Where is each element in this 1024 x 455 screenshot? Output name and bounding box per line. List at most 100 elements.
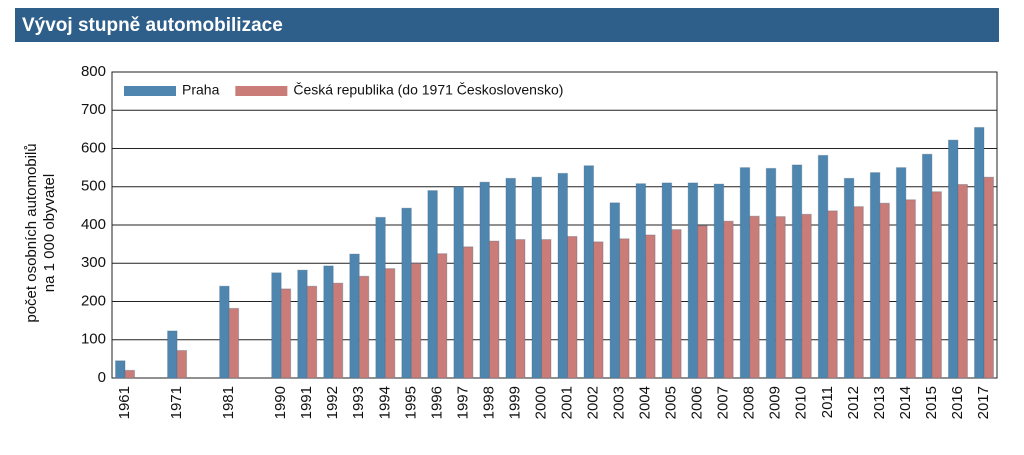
- bar: [540, 239, 552, 379]
- x-tick-label: 1997: [454, 386, 471, 419]
- bar: [297, 269, 308, 379]
- x-tick-label: 1992: [324, 386, 341, 419]
- bar: [697, 225, 708, 379]
- bar: [306, 285, 318, 379]
- bar: [557, 172, 569, 379]
- x-tick-label: 2000: [532, 386, 549, 419]
- bar: [124, 369, 136, 379]
- bar: [749, 215, 760, 379]
- bar: [645, 234, 656, 379]
- bar: [531, 176, 542, 379]
- bar: [905, 199, 916, 379]
- bar: [228, 307, 240, 379]
- bar: [271, 272, 282, 379]
- bar: [375, 216, 386, 379]
- bar: [514, 239, 526, 379]
- x-tick-label: 2016: [949, 386, 966, 419]
- bar: [176, 349, 188, 379]
- x-tick-label: 2017: [975, 386, 992, 419]
- y-tick-label: 200: [81, 292, 106, 309]
- y-axis-label: počet osobních automobilů: [23, 143, 40, 322]
- bar: [931, 191, 942, 379]
- y-tick-label: 300: [81, 254, 106, 271]
- bar: [349, 253, 360, 379]
- x-tick-label: 1999: [506, 386, 523, 419]
- legend-swatch: [235, 86, 288, 96]
- bar: [801, 213, 812, 379]
- bar: [827, 210, 838, 379]
- x-tick-label: 2010: [793, 386, 810, 419]
- bar: [219, 285, 230, 379]
- x-tick-label: 2004: [637, 386, 654, 419]
- x-tick-label: 1994: [376, 386, 393, 419]
- bar: [401, 207, 412, 379]
- x-tick-label: 2008: [741, 386, 758, 419]
- x-tick-label: 1993: [350, 386, 367, 419]
- bar: [436, 253, 448, 379]
- bar: [723, 220, 734, 379]
- x-tick-label: 1996: [428, 386, 445, 419]
- bar: [957, 183, 968, 379]
- x-tick-label: 2014: [897, 386, 914, 419]
- x-tick-label: 2002: [585, 386, 602, 419]
- x-tick-label: 2013: [871, 386, 888, 419]
- x-tick-label: 2011: [819, 386, 836, 418]
- bar: [410, 262, 422, 379]
- y-tick-label: 0: [98, 369, 106, 386]
- bar: [895, 167, 907, 379]
- bar: [817, 154, 829, 379]
- bar: [843, 177, 855, 379]
- bar: [619, 238, 630, 379]
- legend-swatch: [124, 86, 176, 96]
- chart-title: Vývoj stupně automobilizace: [22, 15, 283, 36]
- bar: [973, 126, 985, 379]
- bar: [921, 153, 933, 379]
- bar: [671, 229, 682, 379]
- bar: [739, 167, 751, 379]
- x-tick-label: 1995: [402, 386, 419, 419]
- bar: [505, 177, 516, 379]
- bar: [358, 275, 370, 379]
- bar: [869, 172, 881, 379]
- bar: [661, 182, 673, 379]
- bar: [879, 202, 890, 379]
- bar: [853, 206, 864, 379]
- bar: [479, 181, 490, 379]
- bar: [167, 330, 178, 379]
- bar: [115, 360, 126, 379]
- bar: [635, 183, 647, 379]
- bar: [488, 240, 500, 379]
- x-tick-label: 2001: [558, 386, 575, 419]
- y-axis-label: na 1 000 obyvatel: [41, 174, 58, 292]
- bar: [567, 235, 578, 379]
- x-tick-label: 1991: [298, 386, 315, 419]
- y-tick-label: 800: [81, 63, 106, 80]
- x-tick-label: 1998: [480, 386, 497, 419]
- bar: [593, 241, 604, 379]
- bar: [462, 246, 474, 379]
- y-tick-label: 600: [81, 139, 106, 156]
- x-tick-label: 2005: [663, 386, 680, 419]
- y-tick-label: 700: [81, 101, 106, 118]
- bar: [280, 288, 292, 379]
- bar: [583, 165, 595, 379]
- y-tick-label: 400: [81, 216, 106, 233]
- bar: [332, 282, 344, 379]
- plot-border: [111, 71, 998, 379]
- x-tick-label: 2007: [715, 386, 732, 419]
- bar: [983, 176, 994, 379]
- bar: [687, 182, 699, 379]
- bar: [609, 202, 621, 379]
- y-tick-label: 100: [81, 331, 106, 348]
- legend-label: Česká republika (do 1971 Československo): [293, 82, 563, 98]
- x-tick-label: 1981: [220, 386, 237, 419]
- bar: [791, 164, 803, 379]
- x-tick-label: 2012: [845, 386, 862, 419]
- bar: [323, 265, 334, 379]
- bar: [765, 167, 777, 379]
- x-tick-label: 2009: [767, 386, 784, 419]
- bar: [713, 183, 725, 379]
- x-tick-label: 1961: [116, 386, 133, 419]
- title-bar: [15, 8, 999, 42]
